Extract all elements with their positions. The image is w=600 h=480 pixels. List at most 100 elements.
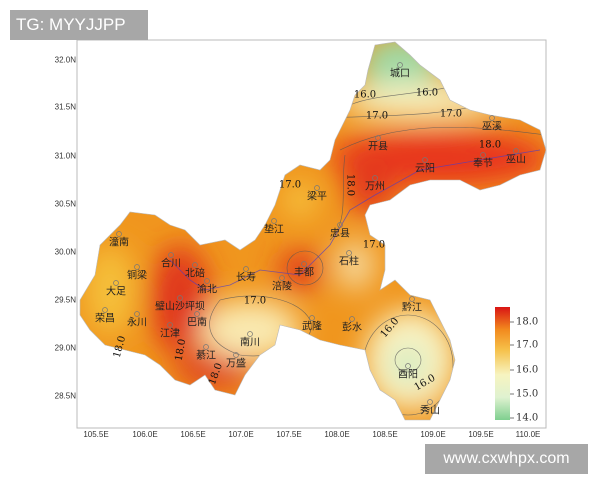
city-marker	[279, 275, 285, 281]
city-marker	[194, 311, 200, 317]
contour-label: 17.0	[439, 108, 463, 120]
city-label: 万州	[365, 181, 385, 193]
city-marker	[309, 315, 315, 321]
city-marker	[134, 264, 140, 270]
contour-label: 17.0	[365, 110, 389, 122]
city-label: 彭水	[342, 322, 362, 334]
city-label: 秀山	[420, 405, 440, 417]
city-label: 酉阳	[398, 369, 418, 381]
city-marker	[177, 295, 183, 301]
city-label: 万盛	[226, 358, 246, 370]
city-label: 涪陵	[272, 281, 292, 293]
city-marker	[427, 399, 433, 405]
colorbar-tick: 18.0	[516, 316, 539, 328]
city-label: 荣昌	[95, 313, 115, 325]
city-label: 潼南	[109, 237, 129, 249]
y-tick-label: 30.5N	[54, 199, 76, 209]
city-marker	[167, 322, 173, 328]
city-marker	[116, 231, 122, 237]
city-label: 大足	[106, 286, 126, 298]
colorbar-tick: 17.0	[516, 339, 539, 351]
contour-label: 17.0	[278, 179, 302, 191]
colorbar-tick: 14.0	[516, 412, 539, 424]
y-tick-label: 30.0N	[54, 247, 76, 257]
city-marker	[337, 222, 343, 228]
y-tick-label: 31.5N	[54, 102, 76, 112]
city-marker	[168, 252, 174, 258]
y-tick-label: 28.5N	[54, 391, 76, 401]
y-tick-label: 31.0N	[54, 151, 76, 161]
city-label: 梁平	[307, 191, 327, 203]
city-marker	[375, 135, 381, 141]
city-label: 长寿	[236, 272, 256, 284]
city-marker	[409, 296, 415, 302]
city-label: 忠县	[330, 228, 350, 240]
city-label: 渝北	[197, 284, 217, 296]
y-tick-label: 29.5N	[54, 295, 76, 305]
x-tick-label: 110.0E	[515, 430, 541, 439]
x-tick-label: 108.5E	[372, 430, 398, 439]
city-label: 綦江	[196, 350, 216, 362]
city-marker	[102, 307, 108, 313]
contour-label: 16.0	[353, 89, 377, 101]
city-label: 奉节	[473, 158, 493, 170]
city-marker	[192, 262, 198, 268]
city-label: 巫山	[506, 154, 526, 166]
city-marker	[243, 266, 249, 272]
city-label: 垫江	[264, 224, 284, 236]
city-label: 江津	[160, 328, 180, 340]
city-marker	[480, 152, 486, 158]
x-tick-label: 109.5E	[468, 430, 494, 439]
colorbar	[495, 307, 510, 420]
city-label: 合川	[161, 258, 181, 270]
city-marker	[346, 250, 352, 256]
city-label: 铜梁	[127, 270, 147, 282]
contour-label: 17.0	[243, 295, 267, 307]
city-marker	[405, 363, 411, 369]
x-tick-label: 108.0E	[324, 430, 350, 439]
city-label: 永川	[127, 317, 147, 329]
city-label: 丰都	[294, 267, 314, 279]
city-label: 巴南	[187, 317, 207, 329]
city-marker	[203, 344, 209, 350]
city-marker	[489, 115, 495, 121]
city-marker	[113, 280, 119, 286]
watermark-url: www.cxwhpx.com	[425, 444, 588, 474]
y-tick-label: 29.0N	[54, 343, 76, 353]
colorbar-tick: 16.0	[516, 364, 539, 376]
city-label: 璧山沙坪坝	[155, 301, 205, 313]
city-marker	[271, 218, 277, 224]
city-marker	[247, 331, 253, 337]
x-tick-label: 109.0E	[420, 430, 446, 439]
city-marker	[397, 62, 403, 68]
city-label: 巫溪	[482, 121, 502, 133]
city-marker	[301, 261, 307, 267]
contour-label: 18.0	[478, 139, 502, 151]
city-label: 石柱	[339, 256, 359, 268]
city-marker	[314, 185, 320, 191]
city-marker	[422, 157, 428, 163]
city-label: 南川	[240, 337, 260, 349]
x-tick-label: 106.0E	[132, 430, 158, 439]
contour-label: 17.0	[362, 239, 386, 251]
city-label: 武隆	[302, 321, 322, 333]
watermark-top-left: TG: MYYJJPP	[10, 10, 148, 40]
city-marker	[134, 311, 140, 317]
city-label: 北碚	[185, 268, 205, 280]
city-marker	[513, 148, 519, 154]
x-tick-label: 107.0E	[228, 430, 254, 439]
city-marker	[233, 352, 239, 358]
contour-label: 16.0	[415, 87, 439, 99]
colorbar-tick: 15.0	[516, 388, 539, 400]
x-tick-label: 107.5E	[276, 430, 302, 439]
city-marker	[204, 278, 210, 284]
y-tick-label: 32.0N	[54, 55, 76, 65]
contour-label: 18.0	[344, 173, 356, 197]
city-marker	[372, 175, 378, 181]
city-marker	[349, 316, 355, 322]
city-label: 开县	[368, 141, 388, 153]
city-label: 云阳	[415, 163, 435, 175]
x-tick-label: 105.5E	[83, 430, 109, 439]
